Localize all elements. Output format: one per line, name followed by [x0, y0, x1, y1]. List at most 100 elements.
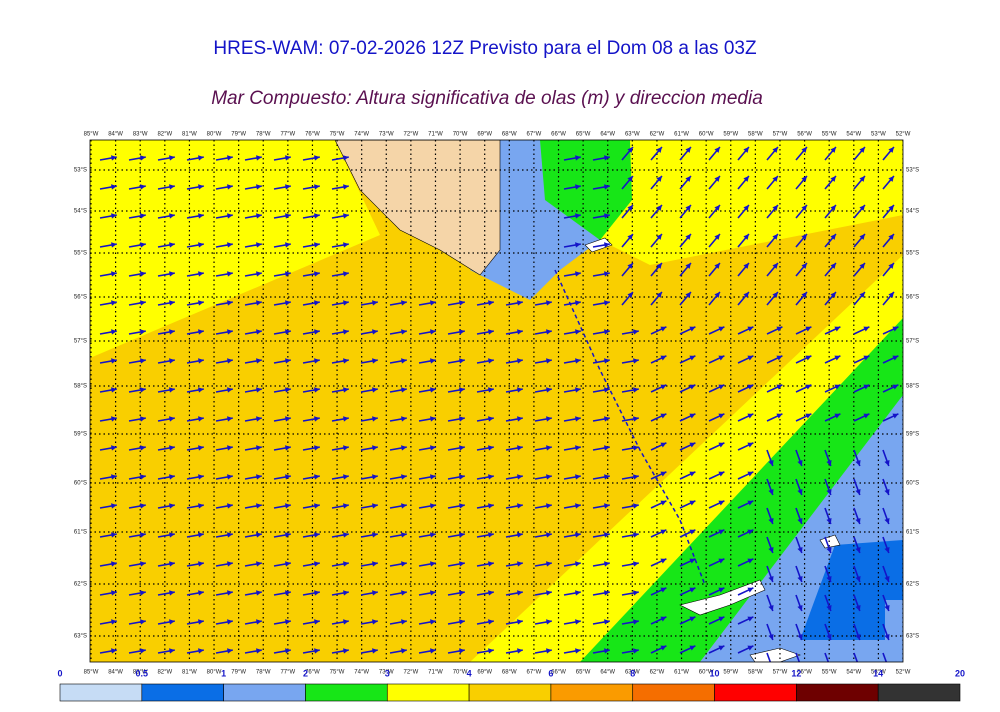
- arrow-head: [401, 329, 407, 335]
- arrow-head: [627, 291, 633, 298]
- arrow-head: [111, 474, 117, 480]
- lat-label: 56°S: [906, 295, 919, 301]
- arrow-head: [604, 155, 610, 161]
- arrow-head: [488, 561, 494, 567]
- lat-label: 61°S: [74, 530, 87, 536]
- arrow-head: [685, 146, 691, 153]
- arrow-head: [575, 561, 581, 567]
- arrow-head: [285, 271, 291, 277]
- arrow-head: [227, 387, 233, 393]
- arrow-head: [685, 204, 691, 211]
- arrow-head: [627, 204, 633, 211]
- arrow-head: [776, 384, 783, 390]
- arrow-head: [401, 300, 407, 306]
- arrow-head: [743, 146, 749, 153]
- arrow-head: [198, 561, 204, 567]
- arrow-head: [140, 213, 146, 219]
- arrow-head: [604, 561, 610, 567]
- arrow-head: [768, 547, 774, 553]
- map: [90, 140, 903, 662]
- arrow-head: [768, 489, 774, 495]
- arrow-head: [685, 175, 691, 182]
- arrow-head: [401, 358, 407, 364]
- arrow-head: [169, 387, 175, 393]
- lon-label: 58°W: [748, 670, 763, 676]
- arrow-head: [256, 532, 262, 538]
- arrow-head: [140, 271, 146, 277]
- lon-label: 84°W: [108, 132, 123, 138]
- arrow-head: [111, 416, 117, 422]
- lon-label: 73°W: [379, 670, 394, 676]
- arrow-head: [343, 213, 349, 219]
- colorbar-segment: [550, 683, 634, 702]
- lat-label: 59°S: [74, 432, 87, 438]
- arrow-head: [430, 532, 436, 538]
- sea-blue: [800, 540, 903, 640]
- arrow-head: [575, 242, 581, 248]
- arrow-head: [343, 648, 349, 654]
- arrow-head: [575, 358, 581, 364]
- arrow-head: [517, 416, 523, 422]
- arrow-head: [575, 329, 581, 335]
- arrow-head: [546, 648, 552, 654]
- arrow-head: [546, 445, 552, 451]
- arrow-head: [140, 329, 146, 335]
- arrow-head: [227, 532, 233, 538]
- arrow-head: [227, 242, 233, 248]
- arrow-head: [714, 204, 720, 211]
- arrow-head: [401, 445, 407, 451]
- colorbar-segment: [141, 683, 224, 702]
- arrow-head: [169, 213, 175, 219]
- arrow-head: [430, 619, 436, 625]
- arrow-head: [892, 413, 899, 419]
- arrow-head: [430, 474, 436, 480]
- arrow-head: [488, 416, 494, 422]
- arrow-head: [256, 213, 262, 219]
- colorbar-label: 20: [955, 668, 965, 678]
- lat-label: 61°S: [906, 530, 919, 536]
- arrow-head: [685, 233, 691, 240]
- lat-label: 60°S: [74, 481, 87, 487]
- arrow-head: [227, 155, 233, 161]
- lat-label: 58°S: [74, 384, 87, 390]
- arrow-head: [656, 291, 662, 298]
- arrow-head: [430, 300, 436, 306]
- subtitle: Mar Compuesto: Altura significativa de o…: [211, 88, 763, 109]
- arrow-head: [517, 474, 523, 480]
- arrow-head: [660, 355, 667, 361]
- arrow-head: [884, 547, 890, 553]
- arrow-head: [859, 146, 865, 153]
- arrow-head: [747, 616, 754, 622]
- lon-label: 52°W: [896, 670, 911, 676]
- arrow-head: [314, 213, 320, 219]
- arrow-head: [256, 271, 262, 277]
- arrow-head: [772, 233, 778, 240]
- arrow-head: [689, 587, 696, 593]
- arrow-head: [768, 576, 774, 582]
- colorbar-label: 0.5: [136, 668, 149, 678]
- arrow-head: [801, 204, 807, 211]
- arrow-head: [884, 634, 890, 640]
- arrow-head: [198, 213, 204, 219]
- arrow-head: [863, 355, 870, 361]
- lon-label: 55°W: [822, 670, 837, 676]
- arrow-head: [747, 326, 754, 332]
- arrow-head: [575, 387, 581, 393]
- arrow-head: [888, 262, 894, 269]
- arrow-head: [285, 648, 291, 654]
- arrow-head: [834, 413, 841, 419]
- arrow: [795, 652, 801, 662]
- arrow-head: [430, 503, 436, 509]
- arrow-head: [604, 213, 610, 219]
- arrow-head: [459, 474, 465, 480]
- arrow-head: [517, 648, 523, 654]
- arrow-head: [430, 561, 436, 567]
- arrow-head: [546, 358, 552, 364]
- lon-label: 75°W: [330, 670, 345, 676]
- arrow-head: [169, 590, 175, 596]
- arrow-head: [256, 184, 262, 190]
- arrow-head: [888, 175, 894, 182]
- arrow-head: [111, 619, 117, 625]
- arrow-head: [314, 155, 320, 161]
- arrow-head: [834, 355, 841, 361]
